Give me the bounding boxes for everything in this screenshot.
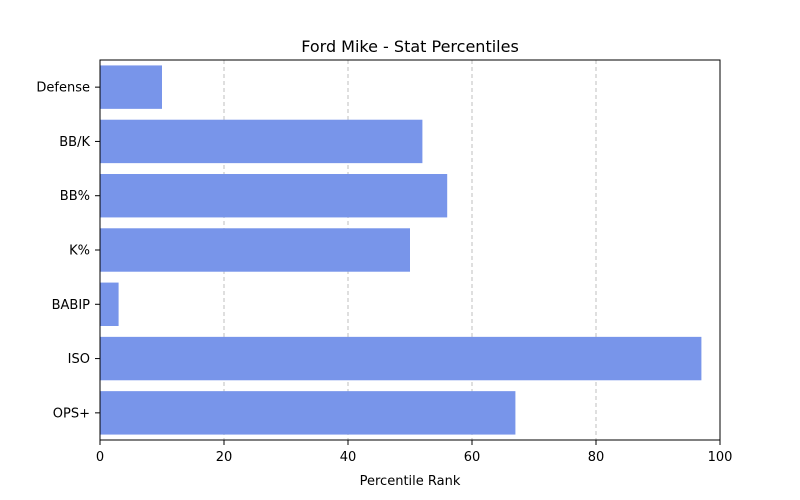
x-tick-label: 20 — [216, 450, 233, 465]
bar-bb — [100, 174, 448, 218]
bar-iso — [100, 336, 702, 381]
y-tick-label: ISO — [68, 352, 90, 367]
y-tick-label: OPS+ — [53, 406, 90, 421]
x-tick-label: 100 — [708, 450, 733, 465]
x-axis-label: Percentile Rank — [360, 474, 461, 489]
y-tick-label: BB% — [60, 189, 90, 204]
x-tick-label: 80 — [588, 450, 605, 465]
x-axis-ticks: 0 20 40 60 80 100 — [96, 440, 733, 465]
y-tick-label: K% — [69, 244, 90, 259]
bar-k — [100, 228, 410, 272]
bars — [100, 65, 702, 435]
y-tick-label: Defense — [36, 81, 90, 96]
chart-title: Ford Mike - Stat Percentiles — [301, 37, 519, 56]
x-tick-label: 0 — [96, 450, 104, 465]
bar-ops — [100, 391, 516, 435]
y-axis-ticks: Defense BB/K BB% K% BABIP ISO OPS+ — [36, 81, 100, 421]
bar-defense — [100, 65, 162, 109]
y-tick-label: BABIP — [52, 298, 91, 313]
bar-babip — [100, 282, 119, 326]
y-tick-label: BB/K — [59, 135, 90, 150]
x-tick-label: 60 — [464, 450, 481, 465]
x-tick-label: 40 — [340, 450, 357, 465]
bar-bb-k — [100, 119, 423, 164]
